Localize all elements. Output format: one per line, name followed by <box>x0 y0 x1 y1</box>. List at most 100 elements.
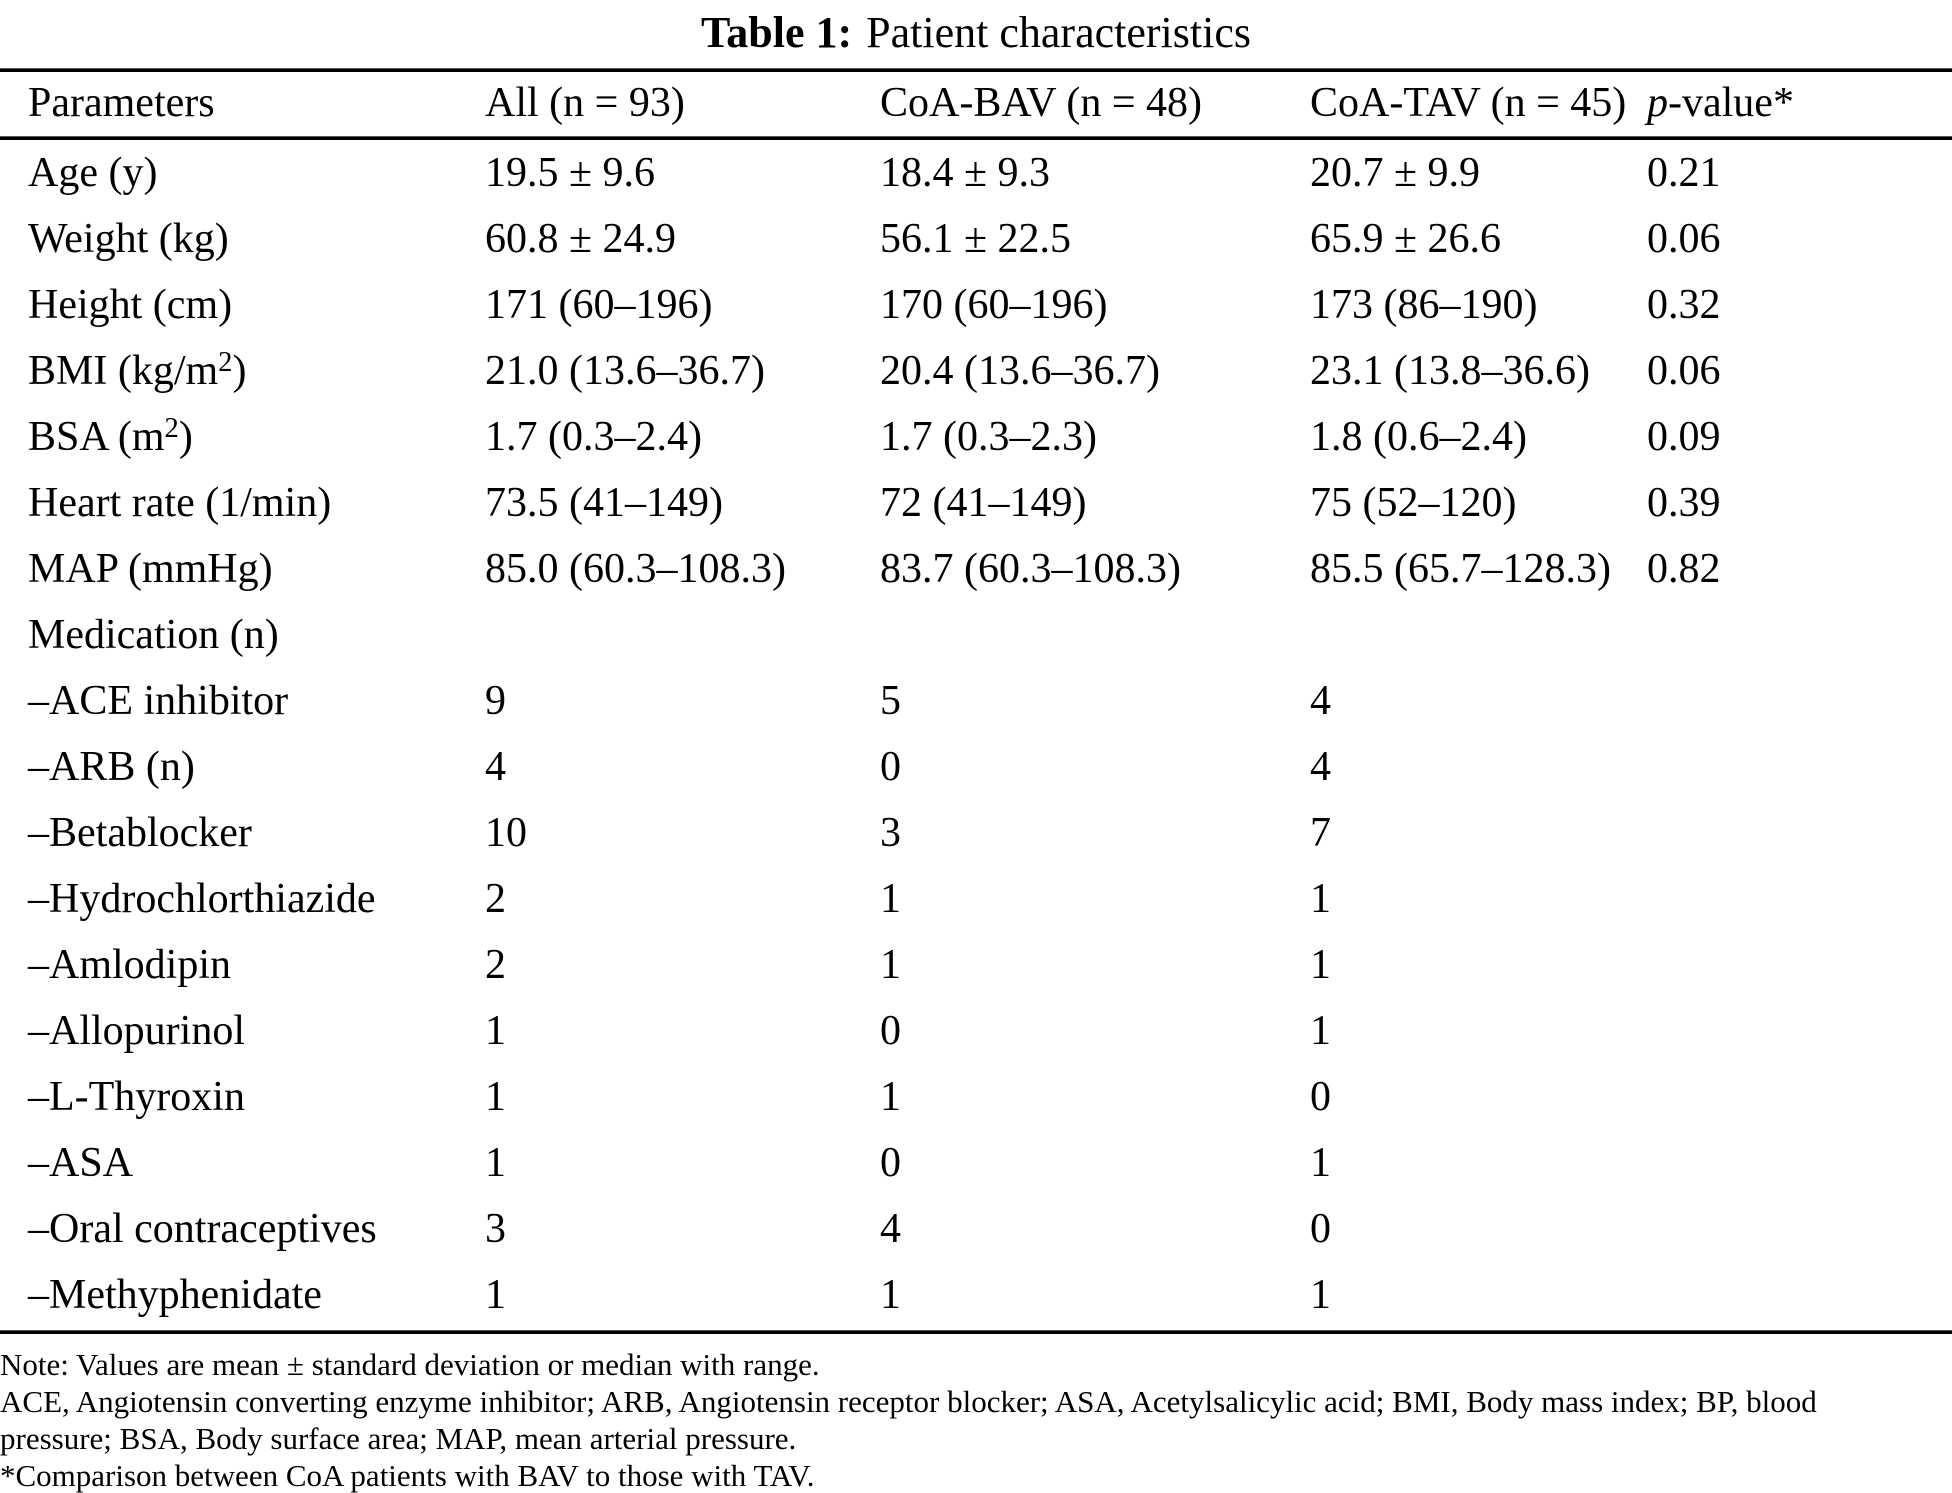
param-cell: –ARB (n) <box>0 734 485 800</box>
all-value-cell: 1 <box>485 1140 506 1186</box>
coa-bav-value-cell: 20.4 (13.6–36.7) <box>880 348 1160 394</box>
coa-bav-value-cell: 18.4 ± 9.3 <box>880 150 1051 196</box>
coa-tav-value-cell: 75 (52–120) <box>1310 480 1517 526</box>
p-value-cell: 0.39 <box>1647 480 1721 526</box>
coa-bav-value-cell: 72 (41–149) <box>880 480 1087 526</box>
param-cell: –ASA <box>0 1130 485 1196</box>
footnote-note: Note: Values are mean ± standard deviati… <box>0 1347 820 1382</box>
param-cell: –Methyphenidate <box>0 1262 485 1328</box>
param-cell: –Allopurinol <box>0 998 485 1064</box>
param-label: Age (y) <box>28 150 158 196</box>
param-label: –Oral contraceptives <box>28 1206 377 1252</box>
coa-tav-value-cell: 7 <box>1310 810 1331 856</box>
p-value-cell: 0.09 <box>1647 414 1721 460</box>
table-row: Height (cm) 171 (60–196) 170 (60–196) 173 (… <box>0 272 1952 338</box>
coa-tav-value-cell: 85.5 (65.7–128.3) <box>1310 546 1611 592</box>
coa-bav-value-cell: 5 <box>880 678 901 724</box>
param-cell: –ACE inhibitor <box>0 668 485 734</box>
param-cell: Medication (n) <box>0 602 485 668</box>
all-value-cell: 60.8 ± 24.9 <box>485 216 677 262</box>
param-superscript: 2 <box>218 347 233 379</box>
all-value-cell: 4 <box>485 744 506 790</box>
coa-tav-value-cell: 1 <box>1310 1140 1331 1186</box>
all-value-cell: 3 <box>485 1206 506 1252</box>
coa-bav-value-cell: 1 <box>880 942 901 988</box>
param-cell: MAP (mmHg) <box>0 536 485 602</box>
header-rule <box>0 136 1952 140</box>
param-cell: –Hydrochlorthiazide <box>0 866 485 932</box>
all-value-cell: 21.0 (13.6–36.7) <box>485 348 765 394</box>
all-value-cell: 9 <box>485 678 506 724</box>
coa-tav-value-cell: 173 (86–190) <box>1310 282 1538 328</box>
param-label-post: ) <box>232 348 247 394</box>
table-row: –Hydrochlorthiazide 2 1 1 <box>0 866 1952 932</box>
header-coa-tav: CoA-TAV (n = 45) <box>1310 80 1627 126</box>
param-label: Height (cm) <box>28 282 233 328</box>
param-label: –ACE inhibitor <box>28 678 289 724</box>
all-value-cell: 2 <box>485 942 506 988</box>
all-value-cell: 1.7 (0.3–2.4) <box>485 414 702 460</box>
param-superscript: 2 <box>164 413 179 445</box>
table-row: –Betablocker 10 3 7 <box>0 800 1952 866</box>
table-row: Heart rate (1/min) 73.5 (41–149) 72 (41–14… <box>0 470 1952 536</box>
param-cell: –L-Thyroxin <box>0 1064 485 1130</box>
coa-tav-value-cell: 1 <box>1310 1008 1331 1054</box>
table-row: –Amlodipin 2 1 1 <box>0 932 1952 998</box>
p-value-cell: 0.32 <box>1647 282 1721 328</box>
param-cell: –Oral contraceptives <box>0 1196 485 1262</box>
table-row: –Methyphenidate 1 1 1 <box>0 1262 1952 1328</box>
table-header-row: Parameters All (n = 93) CoA-BAV (n = 48)… <box>0 72 1952 134</box>
param-label: –Amlodipin <box>28 942 232 988</box>
param-cell: Age (y) <box>0 140 485 206</box>
top-rule <box>0 68 1952 72</box>
all-value-cell: 73.5 (41–149) <box>485 480 723 526</box>
table-row: –ASA 1 0 1 <box>0 1130 1952 1196</box>
table-title: Table 1: Patient characteristics <box>0 0 1952 66</box>
param-cell: –Betablocker <box>0 800 485 866</box>
param-label-post: ) <box>178 414 193 460</box>
param-label: –Allopurinol <box>28 1008 245 1054</box>
param-label: –Betablocker <box>28 810 252 856</box>
all-value-cell: 85.0 (60.3–108.3) <box>485 546 786 592</box>
param-label: –Hydrochlorthiazide <box>28 876 376 922</box>
coa-tav-value-cell: 23.1 (13.8–36.6) <box>1310 348 1590 394</box>
footnote-abbreviations-line2: pressure; BSA, Body surface area; MAP, m… <box>0 1421 797 1456</box>
param-cell: Weight (kg) <box>0 206 485 272</box>
coa-tav-value-cell: 1 <box>1310 942 1331 988</box>
coa-bav-value-cell: 1.7 (0.3–2.3) <box>880 414 1097 460</box>
bottom-rule <box>0 1330 1952 1334</box>
table-body: Age (y) 19.5 ± 9.6 18.4 ± 9.3 20.7 ± 9.9 0.2… <box>0 140 1952 1328</box>
param-label: Heart rate (1/min) <box>28 480 332 526</box>
all-value-cell: 1 <box>485 1074 506 1120</box>
coa-tav-value-cell: 4 <box>1310 744 1331 790</box>
header-coa-bav: CoA-BAV (n = 48) <box>880 80 1202 126</box>
table-row: –ARB (n) 4 0 4 <box>0 734 1952 800</box>
table-row: BSA (m2) 1.7 (0.3–2.4) 1.7 (0.3–2.3) 1.8 (0… <box>0 404 1952 470</box>
coa-bav-value-cell: 0 <box>880 744 901 790</box>
coa-tav-value-cell: 1 <box>1310 876 1331 922</box>
coa-tav-value-cell: 0 <box>1310 1206 1331 1252</box>
coa-bav-value-cell: 4 <box>880 1206 901 1252</box>
p-value-cell: 0.06 <box>1647 348 1721 394</box>
coa-bav-value-cell: 1 <box>880 1272 901 1318</box>
all-value-cell: 2 <box>485 876 506 922</box>
param-label: Medication (n) <box>28 612 279 658</box>
coa-tav-value-cell: 4 <box>1310 678 1331 724</box>
coa-bav-value-cell: 83.7 (60.3–108.3) <box>880 546 1181 592</box>
coa-bav-value-cell: 1 <box>880 876 901 922</box>
table-row: Age (y) 19.5 ± 9.6 18.4 ± 9.3 20.7 ± 9.9 0.2… <box>0 140 1952 206</box>
header-parameters: Parameters <box>28 80 215 126</box>
coa-tav-value-cell: 20.7 ± 9.9 <box>1310 150 1481 196</box>
all-value-cell: 10 <box>485 810 527 856</box>
table-row: –Allopurinol 1 0 1 <box>0 998 1952 1064</box>
coa-bav-value-cell: 170 (60–196) <box>880 282 1108 328</box>
header-all: All (n = 93) <box>485 80 685 126</box>
param-label: –L-Thyroxin <box>28 1074 245 1120</box>
param-label: MAP (mmHg) <box>28 546 273 592</box>
footnote-comparison: *Comparison between CoA patients with BA… <box>0 1458 815 1493</box>
param-label: Weight (kg) <box>28 216 229 262</box>
coa-bav-value-cell: 0 <box>880 1008 901 1054</box>
param-label: BSA (m <box>28 414 165 460</box>
all-value-cell: 1 <box>485 1008 506 1054</box>
